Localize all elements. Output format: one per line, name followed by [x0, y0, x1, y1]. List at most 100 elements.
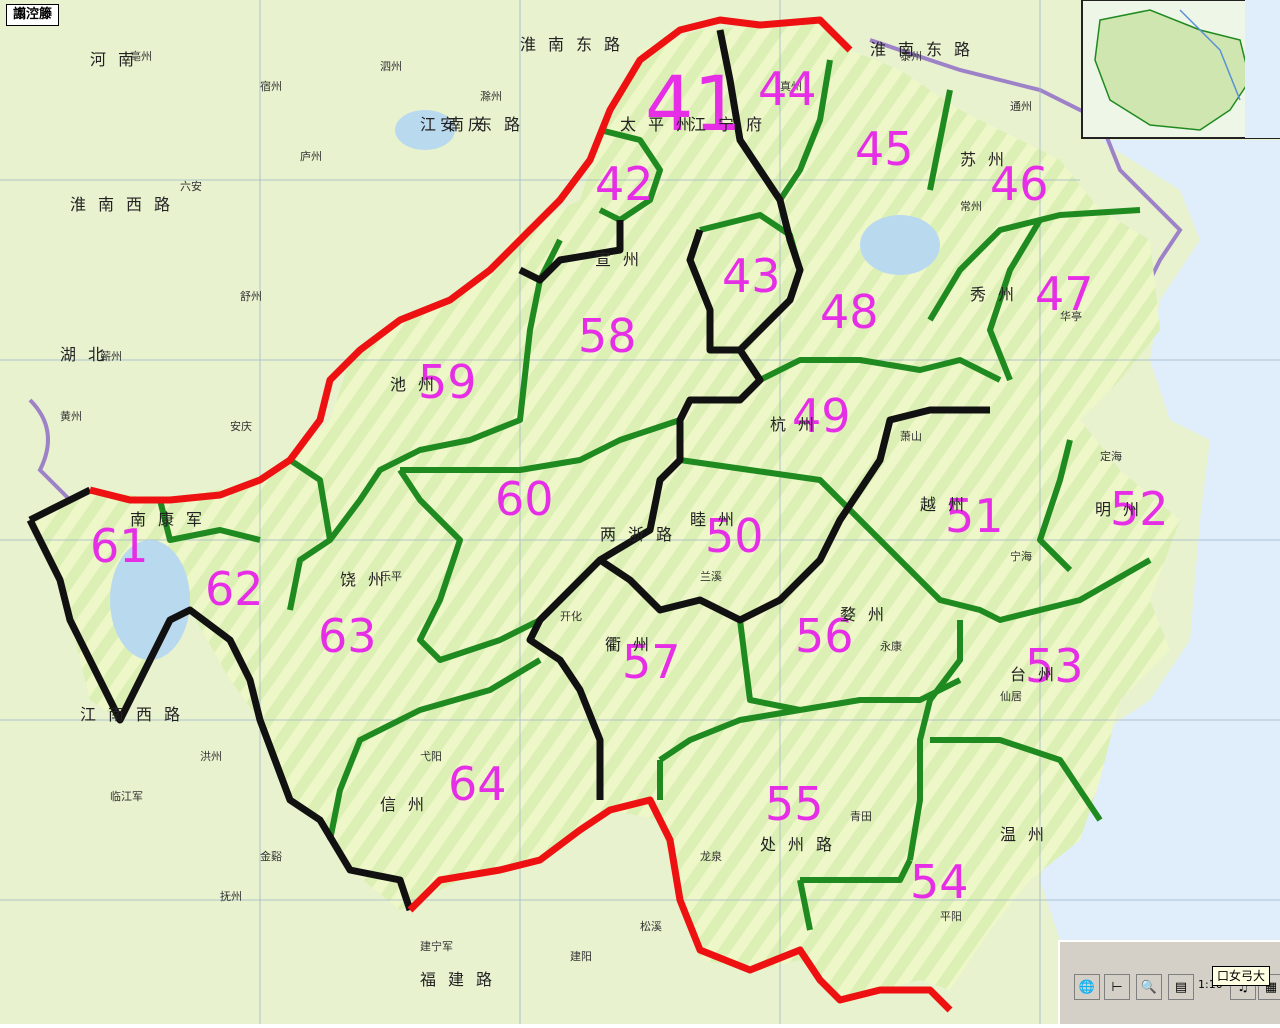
route-label: 南康军 — [130, 510, 214, 529]
route-label: 婺州 — [840, 605, 896, 624]
svg-text:黄州: 黄州 — [60, 409, 82, 423]
toolbar-tooltip: 口女弓大 — [1212, 966, 1271, 986]
route-label: 安庆 — [440, 115, 496, 134]
zoom-icon[interactable]: 🔍 — [1136, 974, 1162, 1000]
svg-text:兰溪: 兰溪 — [700, 570, 722, 583]
route-label: 明州 — [1095, 500, 1151, 519]
svg-text:华亭: 华亭 — [1060, 309, 1082, 323]
svg-text:洪州: 洪州 — [200, 749, 222, 763]
svg-text:安庆: 安庆 — [230, 419, 252, 433]
region-label-51: 51 — [945, 489, 1004, 543]
svg-text:临江军: 临江军 — [110, 789, 143, 803]
region-label-47: 47 — [1035, 267, 1094, 321]
river-west — [28, 398, 72, 502]
region-label-61: 61 — [90, 519, 149, 573]
svg-text:舒州: 舒州 — [240, 289, 262, 303]
svg-text:滁州: 滁州 — [480, 89, 502, 103]
route-label: 杭州 — [770, 415, 826, 434]
route-label: 衢州 — [605, 635, 661, 654]
svg-text:青田: 青田 — [850, 810, 872, 823]
route-label: 饶州 — [340, 570, 396, 589]
route-label: 温州 — [1000, 825, 1056, 844]
svg-text:常州: 常州 — [960, 200, 982, 213]
region-label-49: 49 — [792, 389, 851, 443]
route-label: 江南东路 — [420, 115, 532, 134]
region-label-43: 43 — [722, 249, 781, 303]
svg-text:弋阳: 弋阳 — [420, 750, 442, 763]
route-label: 秀州 — [970, 285, 1026, 304]
lake-chao — [395, 110, 455, 150]
route-label: 处州路 — [760, 835, 844, 854]
route-label: 睦州 — [690, 510, 746, 529]
black-borders — [26, 29, 990, 912]
region-label-59: 59 — [418, 355, 477, 409]
route-label: 淮南东路 — [520, 35, 632, 54]
svg-text:六安: 六安 — [180, 179, 202, 193]
svg-text:宁海: 宁海 — [1010, 549, 1032, 563]
svg-text:永康: 永康 — [880, 639, 902, 653]
route-label: 淮南西路 — [70, 195, 182, 214]
region-label-53: 53 — [1025, 639, 1084, 693]
route-label: 苏州 — [960, 150, 1016, 169]
route-label: 湖北 — [60, 345, 116, 364]
route-label: 两浙路 — [600, 525, 684, 544]
svg-text:通州: 通州 — [1010, 100, 1032, 113]
inset-map — [1081, 0, 1280, 139]
region-label-48: 48 — [820, 285, 879, 339]
svg-text:开化: 开化 — [560, 609, 582, 623]
svg-text:定海: 定海 — [1100, 449, 1122, 463]
globe-icon[interactable]: 🌐 — [1074, 974, 1100, 1000]
place-names: 亳州 宿州 泗州 滁州 庐州 六安 舒州 蕲州 黄州 安庆 真州 泰州 通州 常… — [60, 49, 1122, 963]
svg-text:萧山: 萧山 — [900, 430, 922, 443]
route-label: 信州 — [380, 795, 436, 814]
svg-text:建宁军: 建宁军 — [420, 939, 453, 953]
svg-text:亳州: 亳州 — [130, 49, 152, 63]
layers-icon[interactable]: ▤ — [1168, 974, 1194, 1000]
region-label-54: 54 — [910, 855, 969, 909]
route-label: 宣州 — [595, 250, 651, 269]
svg-text:金谿: 金谿 — [260, 849, 282, 863]
region-label-55: 55 — [765, 777, 824, 831]
svg-text:抚州: 抚州 — [220, 889, 242, 903]
lake-tai — [860, 215, 940, 275]
svg-text:平阳: 平阳 — [940, 910, 962, 923]
region-label-62: 62 — [205, 562, 264, 616]
svg-text:庐州: 庐州 — [300, 149, 322, 163]
svg-text:真州: 真州 — [780, 79, 802, 93]
route-label: 池州 — [390, 375, 446, 394]
region-label-45: 45 — [855, 122, 914, 176]
route-label: 河南 — [90, 50, 146, 69]
route-label: 福建路 — [420, 970, 504, 989]
route-label: 淮南东路 — [870, 40, 982, 59]
svg-text:泗州: 泗州 — [380, 60, 402, 73]
region-label-52: 52 — [1110, 482, 1169, 536]
svg-text:龙泉: 龙泉 — [700, 849, 722, 863]
svg-text:蕲州: 蕲州 — [100, 350, 122, 363]
region-label-42: 42 — [595, 157, 654, 211]
svg-text:仙居: 仙居 — [1000, 690, 1022, 703]
region-label-64: 64 — [448, 757, 507, 811]
svg-text:松溪: 松溪 — [640, 919, 662, 933]
route-label: 越州 — [920, 495, 976, 514]
svg-text:泰州: 泰州 — [900, 49, 922, 63]
region-label-44: 44 — [758, 62, 817, 116]
lake-poyang — [110, 540, 190, 660]
red-borders — [89, 16, 953, 1013]
route-label: 江宁府 — [690, 115, 774, 134]
svg-text:建阳: 建阳 — [570, 949, 592, 963]
yangtze-river — [869, 38, 1183, 301]
region-label-50: 50 — [705, 509, 764, 563]
region-label-57: 57 — [622, 635, 681, 689]
svg-text:宿州: 宿州 — [260, 79, 282, 93]
route-label: 太平州 — [620, 115, 704, 134]
region-label-60: 60 — [495, 472, 554, 526]
green-borders — [157, 59, 1152, 931]
region-label-41: 41 — [645, 59, 742, 148]
svg-text:乐平: 乐平 — [380, 570, 402, 583]
tree-icon[interactable]: ⊢ — [1104, 974, 1130, 1000]
route-label: 台州 — [1010, 665, 1066, 684]
